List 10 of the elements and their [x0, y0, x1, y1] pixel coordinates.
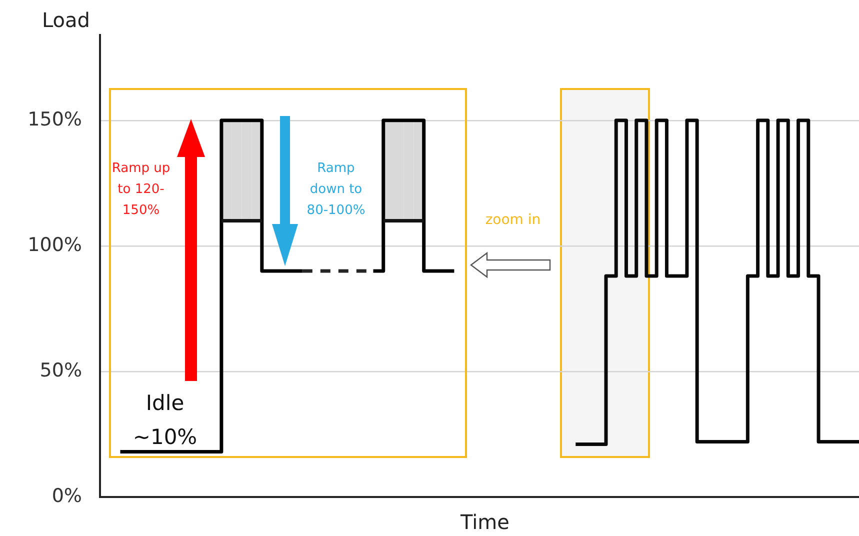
y-tick-label: 0%: [52, 484, 82, 507]
annotation: zoom in: [484, 212, 542, 228]
x-axis-title: Time: [460, 510, 510, 534]
annotation: Ramp up to 120-150%: [110, 160, 172, 220]
y-tick-label: 150%: [28, 108, 82, 130]
y-axis-title: Load: [41, 8, 90, 32]
y-tick-label: 50%: [40, 359, 82, 382]
annotation: Ramp down to 80-100%: [306, 160, 366, 220]
y-tick-label: 100%: [28, 234, 82, 256]
annotation: Idle ~10%: [132, 390, 198, 451]
